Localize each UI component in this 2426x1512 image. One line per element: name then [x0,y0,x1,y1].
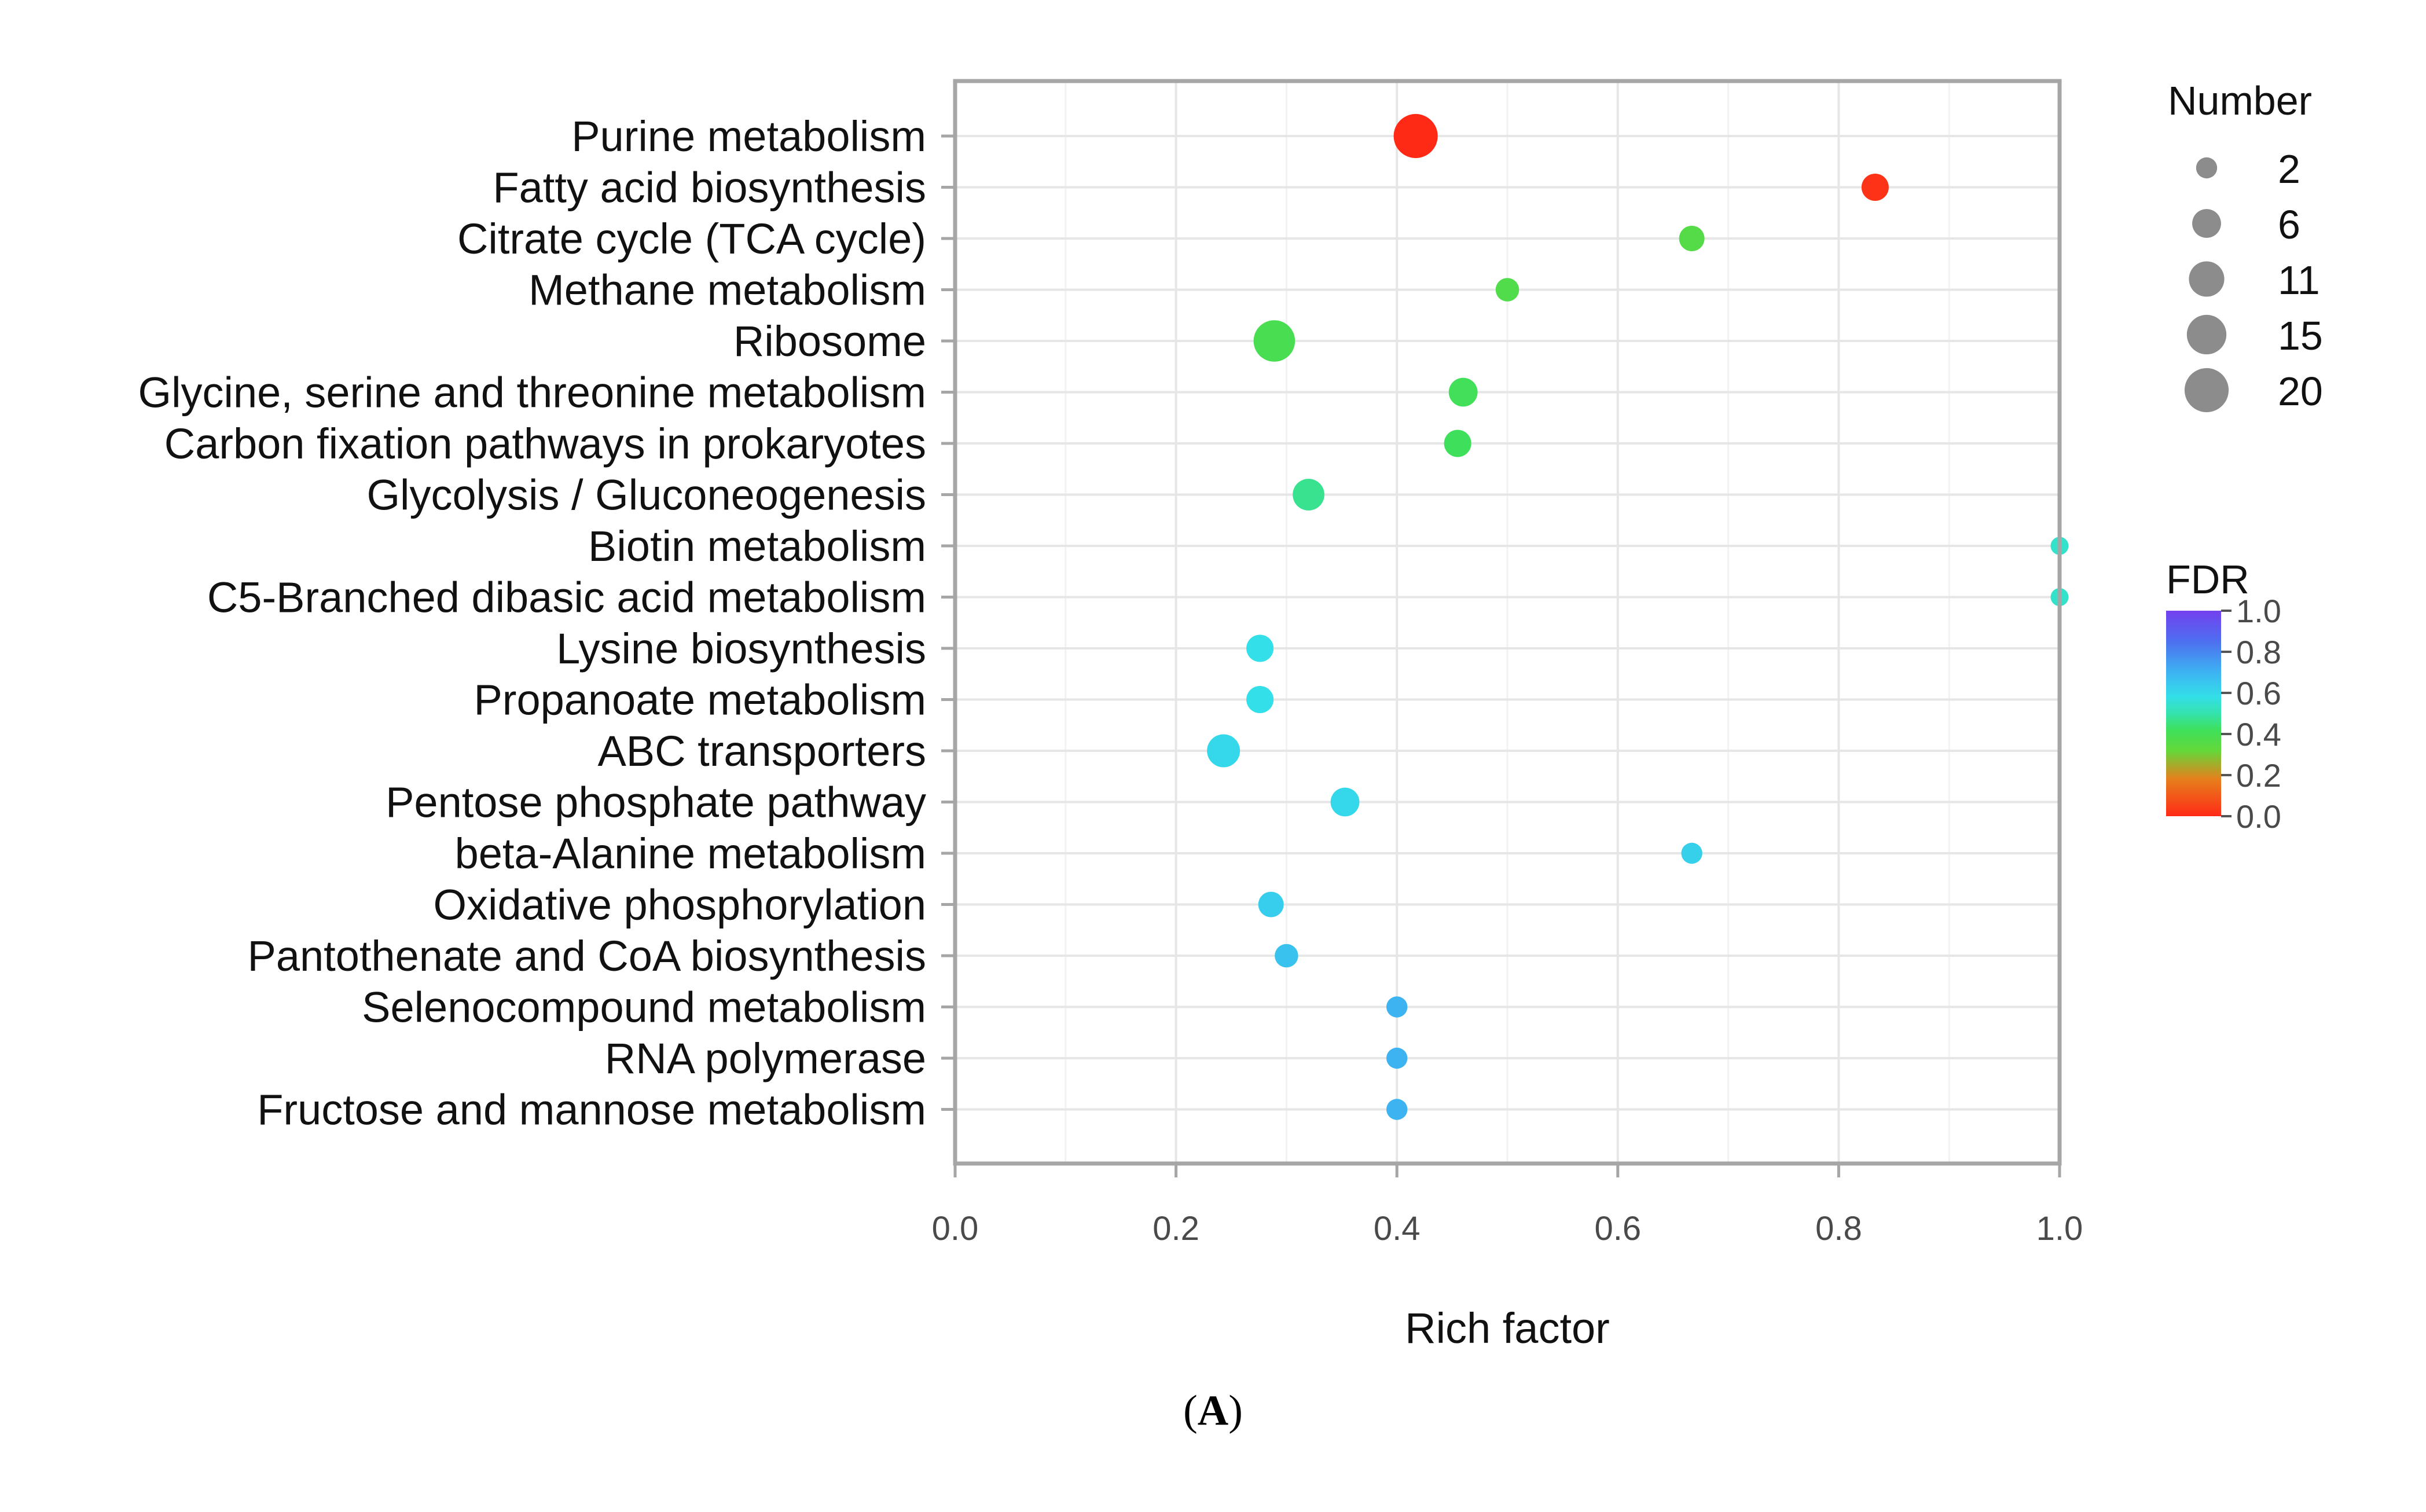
colorbar-tick-label: 0.2 [2236,757,2281,794]
colorbar-ticks: 1.0 0.8 0.6 0.4 0.2 0.0 [2221,593,2281,835]
y-category-label: Purine metabolism [571,112,926,160]
panel-label: (A) [0,1386,2426,1436]
color-legend: FDR 1.0 0.8 0.6 0.4 0.2 0.0 [2166,557,2281,835]
size-legend-dot [2192,209,2221,238]
data-point [1386,1047,1408,1069]
x-tick-layer [953,1164,2061,1177]
colorbar-tick-label: 1.0 [2236,593,2281,629]
y-category-label: Citrate cycle (TCA cycle) [457,215,926,263]
data-point [1393,113,1438,159]
y-category-label: Fructose and mannose metabolism [257,1086,926,1134]
data-point [1207,734,1240,768]
data-point [1275,944,1298,968]
y-category-label: Lysine biosynthesis [556,625,926,673]
x-axis-title: Rich factor [1405,1304,1610,1352]
data-point [1258,891,1284,918]
y-category-label: Selenocompound metabolism [362,983,926,1032]
size-legend-label: 2 [2278,146,2300,192]
y-category-label: Methane metabolism [528,266,926,314]
x-tick-label: 0.0 [932,1210,979,1247]
y-category-label: Fatty acid biosynthesis [493,164,926,212]
x-tick-label-layer: 0.0 0.2 0.4 0.6 0.8 1.0 [932,1210,2083,1247]
y-category-label: ABC transporters [597,727,926,775]
plot-frame [953,79,2062,1166]
x-tick-label: 0.2 [1153,1210,1199,1247]
panel-label-close: ) [1228,1387,1243,1434]
y-tick-layer [941,134,955,1111]
color-legend-title: FDR [2166,557,2249,602]
size-legend: Number 2 6 11 15 20 [2168,78,2323,414]
panel-label-open: ( [1183,1387,1198,1434]
colorbar-tick-label: 0.4 [2236,716,2281,753]
size-legend-items: 2 6 11 15 20 [2184,146,2323,414]
y-category-label: Pentose phosphate pathway [386,779,926,827]
grid-layer [954,81,2061,1164]
data-point [1246,634,1274,662]
size-legend-label: 20 [2278,369,2323,414]
data-point [1861,173,1889,201]
size-legend-dot [2186,314,2227,355]
data-point [1495,278,1520,302]
colorbar-tick-label: 0.0 [2236,798,2281,835]
y-category-label: Glycolysis / Gluconeogenesis [366,471,926,519]
colorbar-tick-label: 0.8 [2236,634,2281,670]
colorbar-tick-label: 0.6 [2236,675,2281,711]
data-point [1448,377,1478,407]
size-legend-label: 11 [2278,258,2320,303]
size-legend-dot [2189,261,2225,297]
data-point [1293,479,1324,511]
y-category-label: Oxidative phosphorylation [433,881,926,929]
y-category-label: beta-Alanine metabolism [455,830,926,878]
y-category-label: Carbon fixation pathways in prokaryotes [164,420,926,468]
y-category-label: Pantothenate and CoA biosynthesis [247,932,926,980]
data-point [1386,1099,1408,1120]
x-tick-label: 0.8 [1815,1210,1862,1247]
y-category-label: RNA polymerase [605,1034,926,1082]
y-category-label: Glycine, serine and threonine metabolism [138,369,926,417]
data-point-layer [1207,113,2069,1120]
size-legend-dot [2196,157,2218,179]
data-point [1330,787,1360,817]
x-tick-label: 1.0 [2036,1210,2083,1247]
data-point [1253,320,1295,362]
data-point [1386,996,1408,1018]
x-tick-label: 0.6 [1594,1210,1641,1247]
fdr-colorbar [2166,611,2221,816]
data-point [1681,842,1702,864]
size-legend-title: Number [2168,78,2312,123]
data-point [1444,430,1471,457]
x-tick-label: 0.4 [1374,1210,1421,1247]
panel-label-letter: A [1197,1387,1229,1434]
size-legend-label: 15 [2278,313,2323,358]
size-legend-dot [2184,368,2229,413]
y-category-label: Ribosome [733,317,926,365]
y-category-label: C5-Branched dibasic acid metabolism [207,574,926,622]
data-point [1679,226,1705,251]
size-legend-label: 6 [2278,202,2300,247]
y-category-label: Biotin metabolism [588,522,926,570]
y-category-label: Propanoate metabolism [474,676,926,724]
data-point [1246,685,1274,714]
